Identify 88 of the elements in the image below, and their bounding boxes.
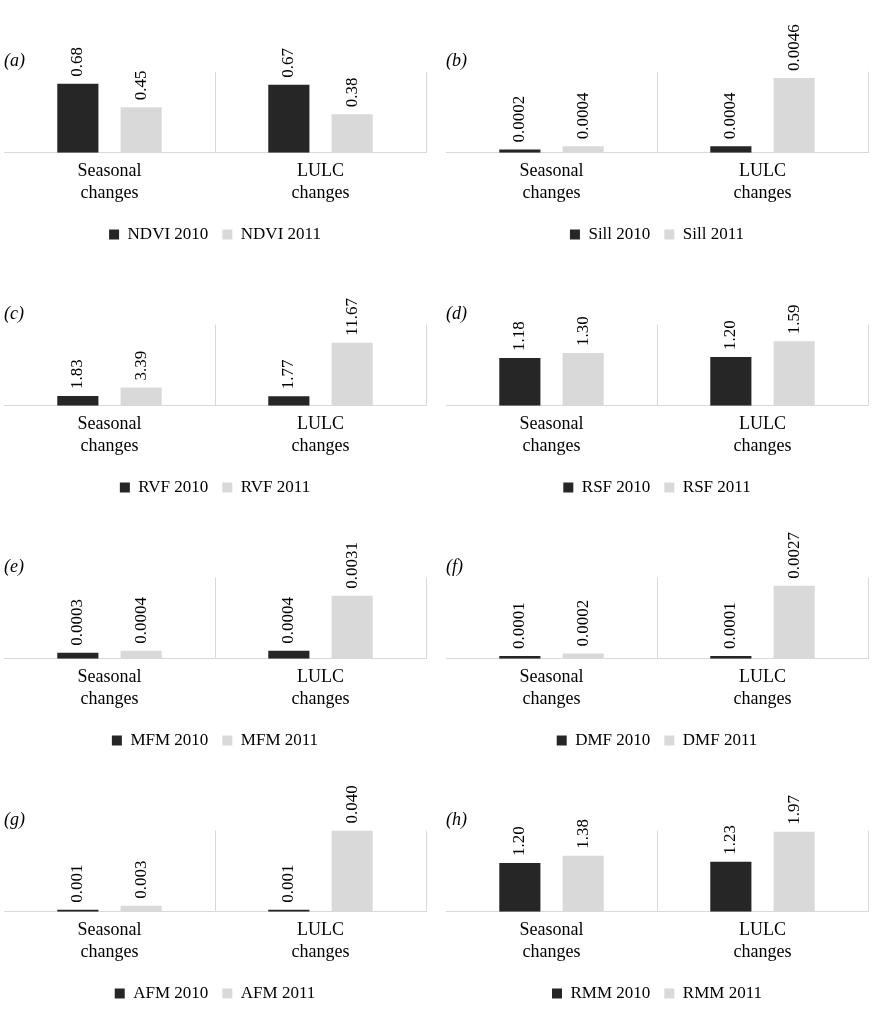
bar [562,353,604,406]
bar [268,84,310,153]
bar [331,342,373,406]
bar [773,831,815,912]
chart-title: (f) [446,555,463,577]
legend-label: MFM 2010 [130,729,209,749]
legend-label: RMM 2010 [570,982,651,1002]
legend-label: RVF 2010 [138,476,209,496]
x-tick-label: LULC changes [733,919,792,961]
bar [57,83,99,153]
data-label: 0.0002 [509,95,529,143]
x-tick-label: LULC changes [291,919,350,961]
data-label: 1.20 [720,320,740,351]
bar [710,357,752,406]
bar [499,863,541,912]
bar [331,114,373,153]
data-label: 0.67 [278,47,298,78]
x-tick-label: LULC changes [733,413,792,455]
bar [710,861,752,912]
x-tick-label: Seasonal changes [519,666,584,708]
data-label: 0.0004 [278,596,298,644]
data-label: 0.68 [67,47,87,77]
data-label: 1.59 [783,304,803,335]
data-label: 1.23 [720,825,740,855]
data-label: 1.97 [783,794,803,825]
x-tick-label: Seasonal changes [77,413,142,455]
chart-title: (c) [4,302,24,324]
x-tick-label: Seasonal changes [519,160,584,202]
data-label: 0.001 [67,864,87,903]
legend-label: RSF 2010 [581,476,651,496]
x-tick-label: LULC changes [291,413,350,455]
data-label: 0.0003 [67,598,87,646]
data-label: 0.0002 [572,599,592,647]
x-tick-label: LULC changes [733,666,792,708]
legend-label: Sill 2011 [682,223,745,243]
chart-title: (h) [446,808,467,830]
data-label: 0.0004 [572,92,592,140]
data-label: 1.20 [509,826,529,857]
bar [120,107,162,153]
legend-label: RSF 2011 [682,476,751,496]
x-tick-label: Seasonal changes [77,160,142,202]
chart-title: (g) [4,808,25,830]
chart-title: (a) [4,49,25,71]
data-label: 0.0004 [720,92,740,140]
bar [268,396,310,406]
data-label: 0.040 [341,785,361,824]
data-label: 0.0027 [783,531,803,579]
data-label: 1.77 [278,358,298,390]
bar [120,387,162,406]
data-label: 0.0001 [509,602,529,650]
x-tick-label: LULC changes [291,160,350,202]
data-label: 0.0046 [783,24,803,72]
legend-label: NDVI 2010 [127,223,209,243]
data-label: 0.0001 [720,602,740,650]
x-tick-label: LULC changes [733,160,792,202]
legend-label: NDVI 2011 [240,223,321,243]
data-label: 0.0004 [130,596,150,644]
data-label: 0.0031 [341,542,361,589]
data-label: 3.39 [130,350,150,381]
bar [562,855,604,912]
data-label: 0.003 [130,860,150,899]
x-tick-label: Seasonal changes [77,919,142,961]
legend-label: Sill 2010 [588,223,651,243]
data-label: 1.18 [509,321,529,351]
legend-label: MFM 2011 [240,729,319,749]
chart-title: (e) [4,555,24,577]
data-label: 1.83 [67,359,87,389]
legend-label: RMM 2011 [682,982,763,1002]
legend-label: AFM 2011 [240,982,316,1002]
chart-title: (d) [446,302,467,324]
bar [773,341,815,406]
bar [499,357,541,406]
x-tick-label: Seasonal changes [77,666,142,708]
data-label: 1.38 [572,819,592,849]
data-label: 0.001 [278,864,298,903]
data-label: 0.38 [341,77,361,108]
legend-label: AFM 2010 [133,982,209,1002]
legend-label: DMF 2011 [682,729,758,749]
chart-title: (b) [446,49,467,71]
legend-label: RVF 2011 [240,476,311,496]
x-tick-label: LULC changes [291,666,350,708]
legend-label: DMF 2010 [575,729,651,749]
data-label: 11.67 [341,297,361,336]
bar [57,395,99,406]
data-label: 0.45 [130,70,150,101]
x-tick-label: Seasonal changes [519,919,584,961]
x-tick-label: Seasonal changes [519,413,584,455]
data-label: 1.30 [572,316,592,347]
